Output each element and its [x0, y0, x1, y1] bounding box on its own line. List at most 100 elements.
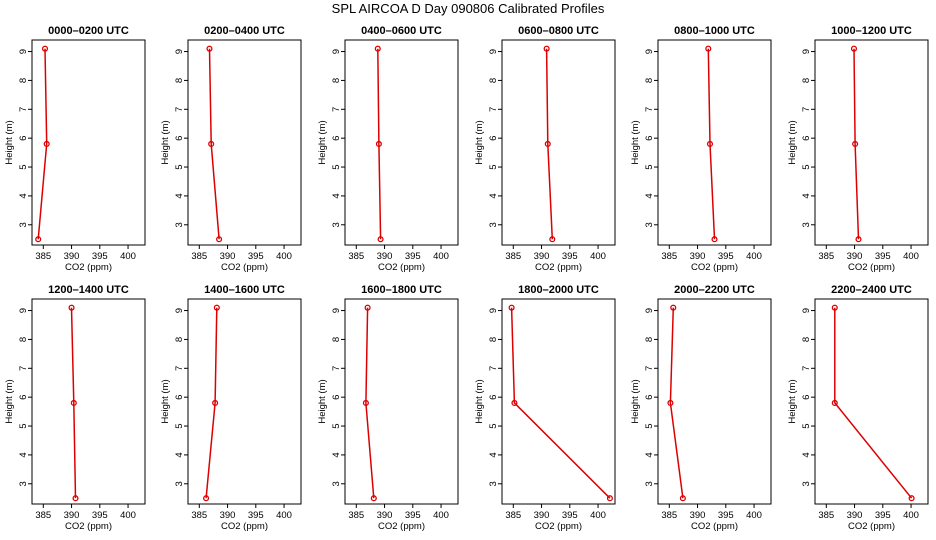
data-point [206, 45, 213, 52]
plot-frame [657, 39, 772, 246]
y-tick-label: 3 [644, 222, 655, 227]
y-tick-label: 6 [18, 136, 29, 141]
x-axis-label: CO2 (ppm) [535, 262, 582, 273]
y-tick-label: 9 [18, 49, 29, 54]
y-tick-label: 7 [488, 366, 499, 371]
profile-line [510, 307, 611, 499]
y-tick-label: 4 [174, 452, 185, 457]
data-point [364, 304, 371, 311]
y-axis-label: Height (m) [787, 120, 798, 164]
plot-frame [814, 39, 929, 246]
x-tick-label: 400 [433, 251, 449, 262]
y-tick-label: 7 [644, 107, 655, 112]
x-tick-label: 385 [348, 510, 364, 521]
y-tick-label: 8 [174, 337, 185, 342]
y-tick-label: 4 [801, 193, 812, 198]
y-tick-label: 4 [331, 452, 342, 457]
y-tick-label: 5 [488, 164, 499, 169]
x-tick-label: 390 [847, 251, 863, 262]
y-tick-label: 3 [801, 481, 812, 486]
y-tick-label: 7 [488, 107, 499, 112]
profile-line [365, 307, 375, 499]
y-axis-label: Height (m) [317, 120, 328, 164]
y-tick-label: 8 [644, 78, 655, 83]
y-tick-label: 7 [801, 107, 812, 112]
profile-line [545, 48, 554, 240]
profile-panel: 2200–2400 UTC 385 390 395 400 3 4 5 6 7 8 9 CO2 (ppm… [787, 284, 929, 532]
profile-line [853, 48, 860, 240]
profile-panel: 1600–1800 UTC 385 390 395 400 3 4 5 6 7 8 9 CO2 (ppm… [317, 284, 459, 532]
data-point [35, 236, 42, 243]
data-point [852, 140, 859, 147]
x-tick-label: 390 [847, 510, 863, 521]
y-tick-label: 9 [18, 308, 29, 313]
x-tick-label: 395 [405, 510, 421, 521]
x-tick-label: 400 [903, 510, 919, 521]
profile-panel: 1200–1400 UTC 385 390 395 400 3 4 5 6 7 8 9 CO2 (ppm… [4, 284, 146, 532]
y-tick-label: 7 [801, 366, 812, 371]
figure-title: SPL AIRCOA D Day 090806 Calibrated Profi… [332, 1, 605, 16]
profile-line [37, 48, 48, 240]
y-tick-label: 7 [331, 366, 342, 371]
y-tick-label: 7 [644, 366, 655, 371]
y-tick-label: 6 [488, 136, 499, 141]
data-point [544, 140, 551, 147]
y-tick-label: 8 [801, 78, 812, 83]
profile-line [377, 48, 382, 240]
data-point [375, 140, 382, 147]
y-tick-label: 3 [801, 222, 812, 227]
panel-title: 1400–1600 UTC [204, 284, 285, 296]
y-tick-label: 6 [644, 395, 655, 400]
x-tick-label: 390 [377, 510, 393, 521]
y-tick-label: 7 [174, 366, 185, 371]
panel-title: 0200–0400 UTC [204, 25, 285, 37]
x-tick-label: 395 [405, 251, 421, 262]
x-tick-label: 400 [276, 251, 292, 262]
y-tick-label: 5 [331, 423, 342, 428]
data-point [362, 399, 369, 406]
panel-title: 0600–0800 UTC [518, 25, 599, 37]
x-tick-label: 395 [92, 251, 108, 262]
plot-frame [814, 298, 929, 505]
profile-line [707, 48, 716, 240]
x-tick-label: 395 [562, 510, 578, 521]
data-point [606, 495, 613, 502]
x-tick-label: 385 [348, 251, 364, 262]
plot-frame [344, 298, 459, 505]
x-tick-label: 385 [35, 510, 51, 521]
x-tick-label: 400 [276, 510, 292, 521]
y-tick-label: 4 [801, 452, 812, 457]
x-axis-label: CO2 (ppm) [848, 262, 895, 273]
x-tick-label: 395 [718, 510, 734, 521]
plot-frame [657, 298, 772, 505]
y-tick-label: 4 [488, 452, 499, 457]
panel-title: 0800–1000 UTC [674, 25, 755, 37]
x-axis-label: CO2 (ppm) [378, 262, 425, 273]
x-tick-label: 400 [120, 251, 136, 262]
y-tick-label: 6 [801, 136, 812, 141]
x-axis-label: CO2 (ppm) [221, 521, 268, 532]
x-tick-label: 400 [590, 510, 606, 521]
y-tick-label: 6 [331, 395, 342, 400]
data-point [374, 45, 381, 52]
panel-title: 1000–1200 UTC [831, 25, 912, 37]
x-tick-label: 400 [433, 510, 449, 521]
panel-title: 1600–1800 UTC [361, 284, 442, 296]
y-tick-label: 5 [801, 164, 812, 169]
data-point [213, 304, 220, 311]
y-tick-label: 8 [331, 337, 342, 342]
x-axis-label: CO2 (ppm) [848, 521, 895, 532]
profile-panel: 0800–1000 UTC 385 390 395 400 3 4 5 6 7 8 9 CO2 (ppm… [630, 25, 772, 273]
profile-panel: 0400–0600 UTC 385 390 395 400 3 4 5 6 7 8 9 CO2 (ppm… [317, 25, 459, 273]
x-axis-label: CO2 (ppm) [65, 521, 112, 532]
y-tick-label: 9 [174, 308, 185, 313]
y-tick-label: 8 [801, 337, 812, 342]
y-tick-label: 3 [331, 481, 342, 486]
plot-frame [187, 39, 302, 246]
x-tick-label: 395 [875, 251, 891, 262]
data-point [370, 495, 377, 502]
x-tick-label: 390 [534, 251, 550, 262]
x-tick-label: 390 [64, 251, 80, 262]
x-tick-label: 390 [534, 510, 550, 521]
